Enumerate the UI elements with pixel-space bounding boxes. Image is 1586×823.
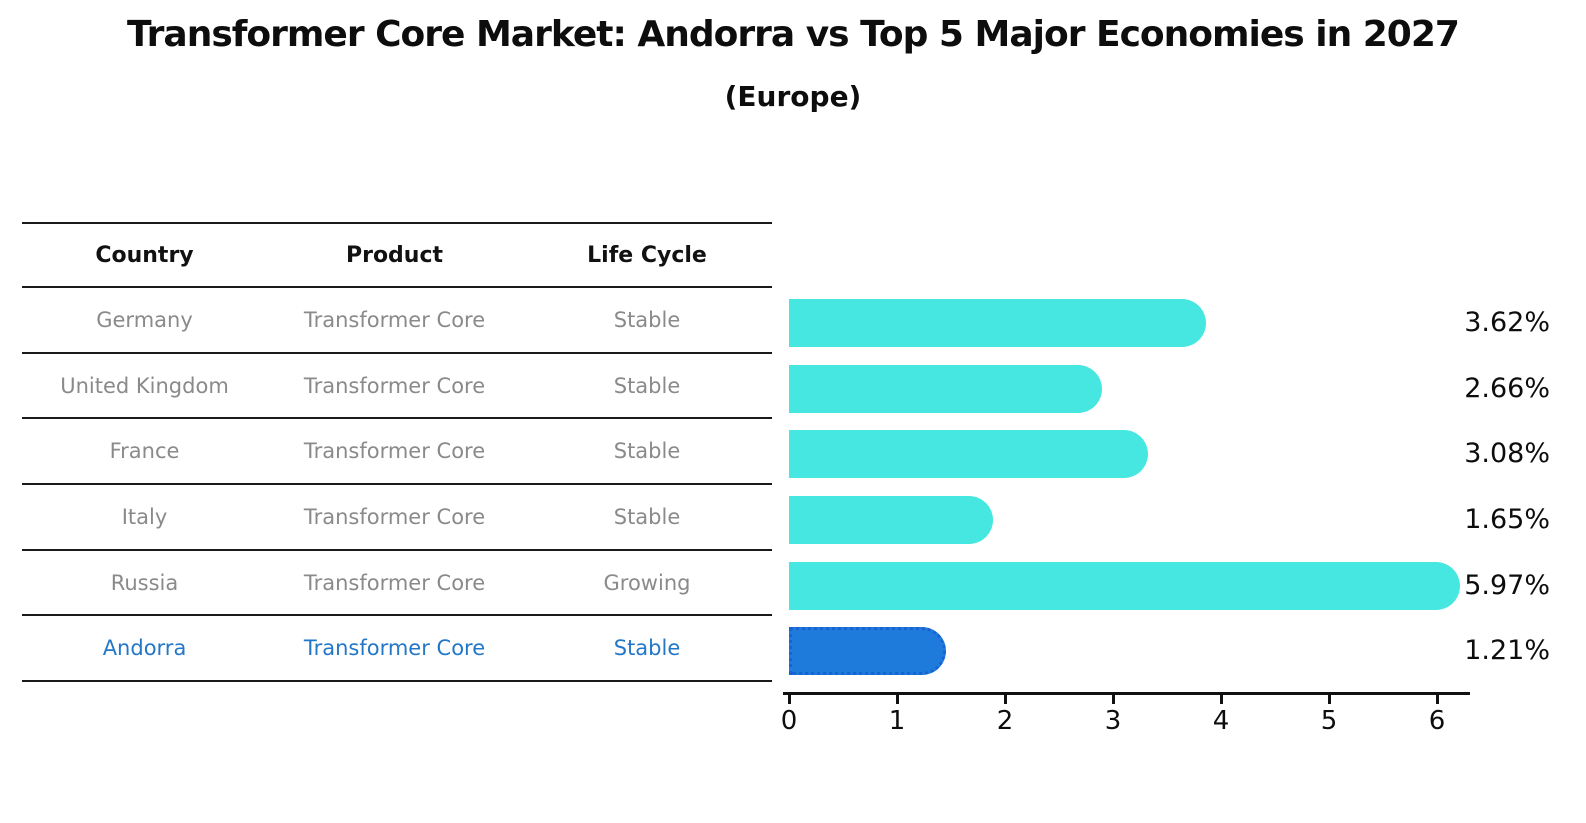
cell-country: Andorra <box>102 636 187 661</box>
column-header-life-cycle: Life Cycle <box>587 242 707 268</box>
table-row-italy: Italy Transformer Core Stable <box>22 485 772 551</box>
cell-life_cycle: Stable <box>613 307 681 332</box>
x-axis-tick-3 <box>1111 695 1115 704</box>
cell-life_cycle: Stable <box>613 373 681 398</box>
table-row-russia: Russia Transformer Core Growing <box>22 551 772 617</box>
cell-product: Transformer Core <box>303 636 486 661</box>
value-label-france: 3.08% <box>1464 438 1550 470</box>
value-label-united-kingdom: 2.66% <box>1464 372 1550 404</box>
value-label-andorra: 1.21% <box>1464 635 1550 667</box>
cell-country: Russia <box>110 570 179 595</box>
column-header-country: Country <box>95 242 194 268</box>
cell-country: United Kingdom <box>60 373 229 398</box>
x-axis-tick-label-0: 0 <box>780 706 798 736</box>
chart-subtitle: (Europe) <box>724 80 862 113</box>
x-axis-tick-label-5: 5 <box>1320 706 1338 736</box>
bar-andorra <box>789 627 946 676</box>
x-axis-tick-label-3: 3 <box>1104 706 1122 736</box>
value-label-germany: 3.62% <box>1464 306 1550 338</box>
x-axis-line <box>783 692 1470 695</box>
x-axis-tick-label-4: 4 <box>1212 706 1230 736</box>
cell-product: Transformer Core <box>303 504 486 529</box>
column-header-product: Product <box>345 242 444 268</box>
x-axis-tick-4 <box>1219 695 1223 704</box>
table-body: Germany Transformer Core Stable United King… <box>22 288 772 683</box>
x-axis-tick-1 <box>895 695 899 704</box>
chart-title: Transformer Core Market: Andorra vs Top … <box>127 14 1460 55</box>
x-axis-tick-label-2: 2 <box>996 706 1014 736</box>
table-row-andorra: Andorra Transformer Core Stable <box>22 616 772 683</box>
x-axis-tick-6 <box>1435 695 1439 704</box>
cell-product: Transformer Core <box>303 373 486 398</box>
x-axis-tick-label-1: 1 <box>888 706 906 736</box>
x-axis-tick-label-6: 6 <box>1428 706 1446 736</box>
cell-life_cycle: Stable <box>613 439 681 464</box>
country-table: Country Product Life Cycle Germany Transf… <box>22 222 772 683</box>
cell-country: Germany <box>96 307 193 332</box>
cell-product: Transformer Core <box>303 570 486 595</box>
bar-italy <box>789 495 993 544</box>
table-header-row: Country Product Life Cycle <box>22 222 772 288</box>
cell-life_cycle: Stable <box>613 636 681 661</box>
table-row-united-kingdom: United Kingdom Transformer Core Stable <box>22 354 772 420</box>
value-label-russia: 5.97% <box>1464 569 1550 601</box>
cell-life_cycle: Growing <box>603 570 691 595</box>
bar-france <box>789 430 1148 479</box>
value-label-italy: 1.65% <box>1464 503 1550 535</box>
table-row-france: France Transformer Core Stable <box>22 419 772 486</box>
cell-country: Italy <box>121 504 168 529</box>
table-row-germany: Germany Transformer Core Stable <box>22 288 772 354</box>
cell-life_cycle: Stable <box>613 504 681 529</box>
bar-germany <box>789 298 1206 347</box>
bar-united-kingdom <box>789 364 1102 413</box>
x-axis-tick-0 <box>787 695 791 704</box>
x-axis-tick-2 <box>1003 695 1007 704</box>
cell-product: Transformer Core <box>303 307 486 332</box>
cell-country: France <box>109 439 180 464</box>
x-axis-tick-5 <box>1327 695 1331 704</box>
bar-russia <box>789 561 1460 610</box>
cell-product: Transformer Core <box>303 439 486 464</box>
